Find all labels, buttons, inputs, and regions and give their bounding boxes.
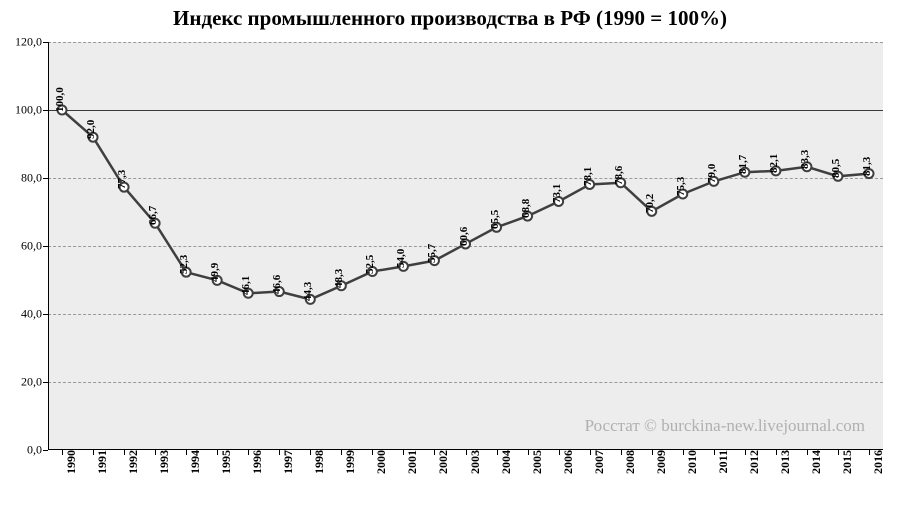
point-label: 78,1: [582, 167, 594, 186]
point-label: 65,5: [489, 210, 501, 229]
y-tick-label: 120,0: [15, 35, 48, 50]
x-tick-label: 2010: [679, 450, 700, 474]
point-label: 79,0: [706, 164, 718, 183]
line-series: [48, 42, 883, 450]
x-tick-label: 2015: [834, 450, 855, 474]
x-tick-label: 2000: [368, 450, 389, 474]
point-label: 82,1: [768, 154, 780, 173]
x-tick-label: 1992: [120, 450, 141, 474]
point-label: 55,7: [426, 243, 438, 262]
point-label: 75,3: [675, 177, 687, 196]
x-tick-label: 1995: [213, 450, 234, 474]
x-tick-label: 1999: [337, 450, 358, 474]
chart-container: Индекс промышленного производства в РФ (…: [0, 0, 900, 506]
point-label: 77,3: [116, 170, 128, 189]
y-axis-line: [48, 42, 49, 450]
point-label: 54,0: [395, 249, 407, 268]
x-tick-label: 1990: [58, 450, 79, 474]
x-tick-label: 1991: [89, 450, 110, 474]
point-label: 83,3: [799, 150, 811, 169]
x-tick-label: 2009: [648, 450, 669, 474]
x-tick-label: 2012: [741, 450, 762, 474]
point-label: 60,6: [458, 227, 470, 246]
y-tick-label: 40,0: [21, 307, 48, 322]
point-label: 66,7: [147, 206, 159, 225]
x-tick-label: 2005: [524, 450, 545, 474]
point-label: 81,7: [737, 155, 749, 174]
y-tick-label: 20,0: [21, 375, 48, 390]
x-tick-label: 2002: [430, 450, 451, 474]
point-label: 46,1: [240, 276, 252, 295]
point-label: 73,1: [551, 184, 563, 203]
x-tick-label: 2011: [710, 450, 731, 473]
plot-area: Росстат © burckina-new.livejournal.com 0…: [48, 42, 883, 450]
x-tick-label: 1993: [151, 450, 172, 474]
point-label: 52,3: [178, 255, 190, 274]
x-tick-label: 2004: [493, 450, 514, 474]
x-tick-label: 2013: [772, 450, 793, 474]
point-label: 100,0: [54, 87, 66, 112]
x-tick-label: 1996: [244, 450, 265, 474]
point-label: 48,3: [333, 269, 345, 288]
x-tick-label: 2006: [555, 450, 576, 474]
y-tick-label: 80,0: [21, 171, 48, 186]
point-label: 52,5: [364, 254, 376, 273]
x-tick-label: 2014: [803, 450, 824, 474]
point-label: 81,3: [861, 156, 873, 175]
x-tick-label: 1994: [182, 450, 203, 474]
x-axis-line: [48, 449, 883, 450]
point-label: 70,2: [644, 194, 656, 213]
point-label: 80,5: [830, 159, 842, 178]
x-tick-label: 1997: [275, 450, 296, 474]
chart-title: Индекс промышленного производства в РФ (…: [0, 6, 900, 31]
y-tick-label: 0,0: [27, 443, 48, 458]
x-tick-label: 2001: [399, 450, 420, 474]
y-tick-label: 60,0: [21, 239, 48, 254]
x-tick-label: 1998: [306, 450, 327, 474]
point-label: 46,6: [271, 274, 283, 293]
x-tick-label: 2003: [462, 450, 483, 474]
x-tick-label: 2008: [617, 450, 638, 474]
point-label: 92,0: [85, 120, 97, 139]
point-label: 44,3: [302, 282, 314, 301]
point-label: 68,8: [520, 199, 532, 218]
x-tick-label: 2016: [865, 450, 886, 474]
point-label: 78,6: [613, 166, 625, 185]
y-tick-label: 100,0: [15, 103, 48, 118]
point-label: 49,9: [209, 263, 221, 282]
x-tick-label: 2007: [586, 450, 607, 474]
